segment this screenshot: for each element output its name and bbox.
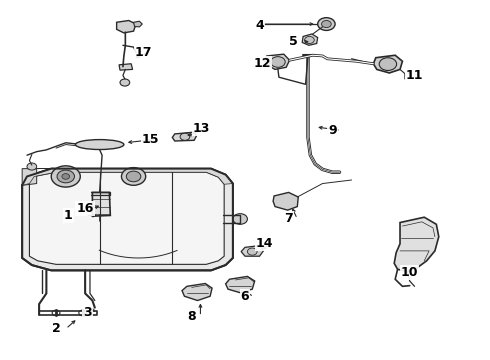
Circle shape [57, 170, 74, 183]
Polygon shape [134, 21, 142, 27]
Circle shape [27, 163, 37, 170]
Circle shape [305, 36, 314, 44]
Text: 16: 16 [76, 202, 94, 215]
Polygon shape [172, 132, 196, 141]
Circle shape [79, 310, 87, 316]
Circle shape [180, 133, 190, 140]
Text: 11: 11 [406, 69, 423, 82]
Text: 9: 9 [328, 124, 337, 137]
Polygon shape [22, 168, 37, 185]
Polygon shape [225, 276, 255, 293]
Polygon shape [265, 54, 290, 69]
Polygon shape [119, 64, 133, 70]
Circle shape [120, 79, 130, 86]
Text: 4: 4 [255, 19, 264, 32]
Polygon shape [394, 217, 439, 271]
Text: 8: 8 [187, 310, 196, 323]
Polygon shape [22, 168, 233, 270]
Circle shape [233, 214, 247, 224]
Circle shape [122, 168, 146, 185]
Text: 12: 12 [253, 57, 270, 69]
Circle shape [321, 21, 331, 28]
Text: 13: 13 [193, 122, 210, 135]
Text: 5: 5 [289, 35, 298, 48]
Polygon shape [182, 283, 212, 301]
Text: 17: 17 [135, 46, 152, 59]
Ellipse shape [75, 140, 124, 149]
Circle shape [126, 171, 141, 182]
Polygon shape [117, 21, 136, 33]
Circle shape [52, 310, 60, 316]
Text: 6: 6 [241, 291, 249, 303]
Text: 3: 3 [83, 306, 92, 319]
Polygon shape [241, 246, 264, 256]
Polygon shape [93, 192, 110, 216]
Polygon shape [273, 192, 298, 210]
Polygon shape [302, 34, 318, 45]
Polygon shape [22, 168, 233, 185]
Text: 2: 2 [51, 322, 60, 336]
Circle shape [51, 166, 80, 187]
Polygon shape [373, 55, 402, 73]
Circle shape [379, 58, 396, 71]
Text: 7: 7 [284, 212, 293, 225]
Text: 1: 1 [64, 209, 73, 222]
Text: 10: 10 [401, 266, 418, 279]
Circle shape [62, 174, 70, 179]
Circle shape [270, 57, 285, 67]
Text: 14: 14 [256, 237, 273, 250]
Text: 15: 15 [142, 133, 159, 146]
Polygon shape [29, 172, 224, 264]
Circle shape [247, 248, 257, 255]
Circle shape [318, 18, 335, 31]
